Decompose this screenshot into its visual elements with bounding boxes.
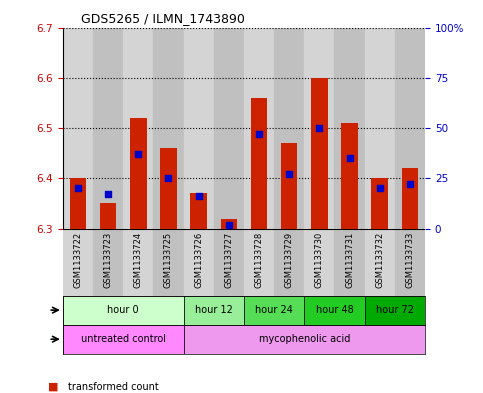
Text: GDS5265 / ILMN_1743890: GDS5265 / ILMN_1743890 bbox=[81, 12, 245, 25]
Text: hour 48: hour 48 bbox=[315, 305, 354, 315]
Text: GSM1133728: GSM1133728 bbox=[255, 232, 264, 288]
Bar bbox=[334, 28, 365, 229]
Bar bbox=[184, 325, 425, 354]
Point bbox=[376, 185, 384, 191]
Text: mycophenolic acid: mycophenolic acid bbox=[258, 334, 350, 344]
Bar bbox=[244, 296, 304, 325]
Text: transformed count: transformed count bbox=[68, 382, 158, 392]
Bar bbox=[304, 229, 334, 296]
Text: GSM1133733: GSM1133733 bbox=[405, 232, 414, 288]
Text: GSM1133723: GSM1133723 bbox=[103, 232, 113, 288]
Bar bbox=[160, 148, 177, 229]
Point bbox=[255, 131, 263, 137]
Bar bbox=[365, 229, 395, 296]
Text: GSM1133730: GSM1133730 bbox=[315, 232, 324, 288]
Point bbox=[225, 221, 233, 228]
Bar bbox=[304, 28, 334, 229]
Bar bbox=[281, 143, 298, 229]
Text: GSM1133722: GSM1133722 bbox=[73, 232, 83, 288]
Point bbox=[195, 193, 202, 200]
Bar bbox=[154, 229, 184, 296]
Bar bbox=[402, 168, 418, 229]
Text: GSM1133725: GSM1133725 bbox=[164, 232, 173, 288]
Text: hour 24: hour 24 bbox=[255, 305, 293, 315]
Text: GSM1133729: GSM1133729 bbox=[284, 232, 294, 288]
Bar bbox=[63, 229, 93, 296]
Bar bbox=[244, 28, 274, 229]
Point bbox=[134, 151, 142, 157]
Text: GSM1133727: GSM1133727 bbox=[224, 232, 233, 288]
Bar bbox=[395, 229, 425, 296]
Bar bbox=[184, 229, 213, 296]
Point bbox=[315, 125, 323, 131]
Bar bbox=[341, 123, 358, 229]
Bar bbox=[371, 178, 388, 229]
Bar bbox=[251, 98, 267, 229]
Text: GSM1133731: GSM1133731 bbox=[345, 232, 354, 288]
Text: hour 0: hour 0 bbox=[107, 305, 139, 315]
Bar bbox=[213, 28, 244, 229]
Bar bbox=[63, 325, 184, 354]
Bar bbox=[123, 28, 154, 229]
Bar bbox=[365, 296, 425, 325]
Text: hour 12: hour 12 bbox=[195, 305, 233, 315]
Bar bbox=[365, 28, 395, 229]
Bar bbox=[70, 178, 86, 229]
Bar bbox=[93, 229, 123, 296]
Text: ■: ■ bbox=[48, 382, 59, 392]
Bar bbox=[334, 229, 365, 296]
Point bbox=[165, 175, 172, 182]
Bar bbox=[274, 28, 304, 229]
Bar bbox=[130, 118, 146, 229]
Bar bbox=[311, 78, 327, 229]
Bar bbox=[184, 296, 244, 325]
Bar bbox=[154, 28, 184, 229]
Bar bbox=[123, 229, 154, 296]
Point bbox=[74, 185, 82, 191]
Point bbox=[285, 171, 293, 178]
Text: GSM1133726: GSM1133726 bbox=[194, 232, 203, 288]
Bar bbox=[63, 28, 93, 229]
Text: hour 72: hour 72 bbox=[376, 305, 414, 315]
Point bbox=[346, 155, 354, 162]
Text: untreated control: untreated control bbox=[81, 334, 166, 344]
Bar bbox=[244, 229, 274, 296]
Text: GSM1133724: GSM1133724 bbox=[134, 232, 143, 288]
Bar bbox=[63, 296, 184, 325]
Bar bbox=[274, 229, 304, 296]
Bar bbox=[100, 204, 116, 229]
Point bbox=[406, 181, 414, 187]
Point bbox=[104, 191, 112, 198]
Bar bbox=[190, 193, 207, 229]
Bar bbox=[93, 28, 123, 229]
Text: GSM1133732: GSM1133732 bbox=[375, 232, 384, 288]
Bar bbox=[184, 28, 213, 229]
Bar bbox=[213, 229, 244, 296]
Bar bbox=[395, 28, 425, 229]
Bar bbox=[221, 219, 237, 229]
Bar bbox=[304, 296, 365, 325]
